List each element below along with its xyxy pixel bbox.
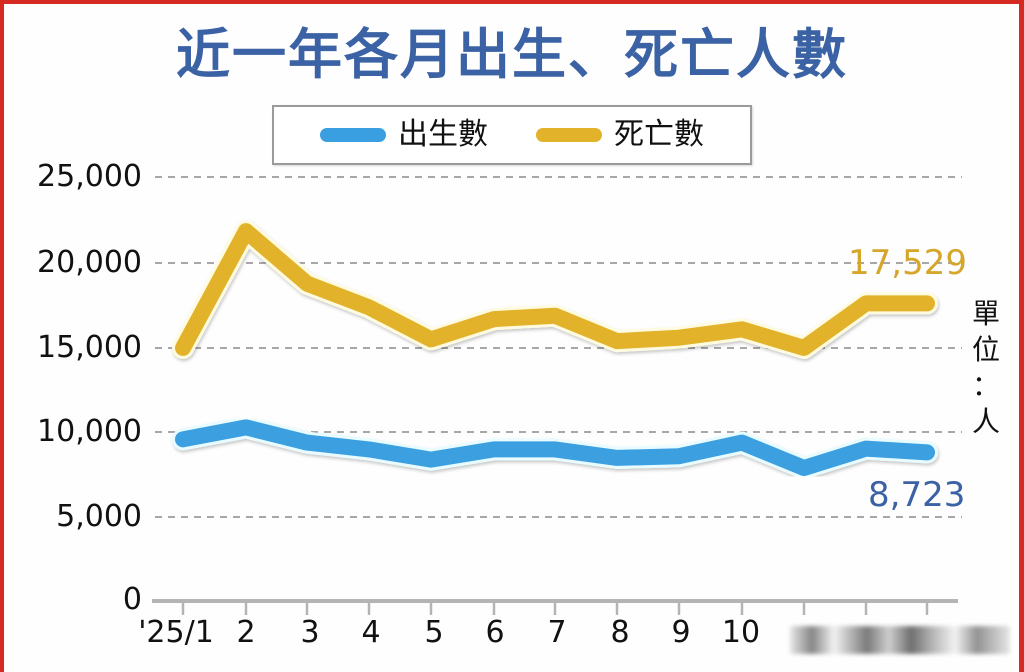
obscured-x-labels	[790, 626, 1010, 654]
x-tick-label: 2	[236, 615, 256, 650]
x-axis-labels: '25/1 2 3 4 5 6 7 8 9 10	[0, 618, 1024, 658]
legend: 出生數 死亡數	[272, 105, 752, 165]
chart-title: 近一年各月出生、死亡人數	[176, 23, 848, 86]
births-series	[172, 416, 938, 479]
unit-char: ：	[971, 369, 1000, 402]
x-tick-label: 8	[610, 615, 630, 650]
x-tick-label: 9	[671, 615, 691, 650]
x-tick-label: 6	[485, 615, 505, 650]
deaths-series	[172, 220, 938, 359]
y-tick-label: 20,000	[37, 245, 142, 280]
unit-char: 位	[971, 333, 1000, 366]
x-tick-label: 5	[424, 615, 444, 650]
x-tick-label: '25/1	[138, 615, 214, 650]
y-tick-label: 0	[122, 582, 142, 617]
x-tick-label: 7	[547, 615, 567, 650]
legend-item-births: 出生數	[320, 120, 488, 150]
unit-char: 單	[971, 297, 1000, 330]
legend-label-births: 出生數	[398, 117, 488, 152]
y-tick-label: 5,000	[56, 499, 142, 534]
x-ticks	[181, 601, 929, 615]
y-tick-label: 25,000	[37, 159, 142, 194]
deaths-last-value: 17,529	[848, 243, 967, 283]
legend-item-deaths: 死亡數	[536, 120, 704, 150]
births-swatch-icon	[320, 128, 386, 142]
x-tick-label: 4	[361, 615, 381, 650]
x-tick-label: 3	[300, 615, 320, 650]
unit-label: 單 位 ： 人	[968, 296, 1004, 440]
births-last-value: 8,723	[868, 475, 966, 515]
deaths-swatch-icon	[536, 128, 602, 142]
unit-char: 人	[971, 405, 1000, 438]
y-tick-label: 15,000	[37, 330, 142, 365]
x-tick-label: 10	[721, 615, 761, 650]
y-tick-label: 10,000	[37, 414, 142, 449]
legend-label-deaths: 死亡數	[614, 117, 704, 152]
